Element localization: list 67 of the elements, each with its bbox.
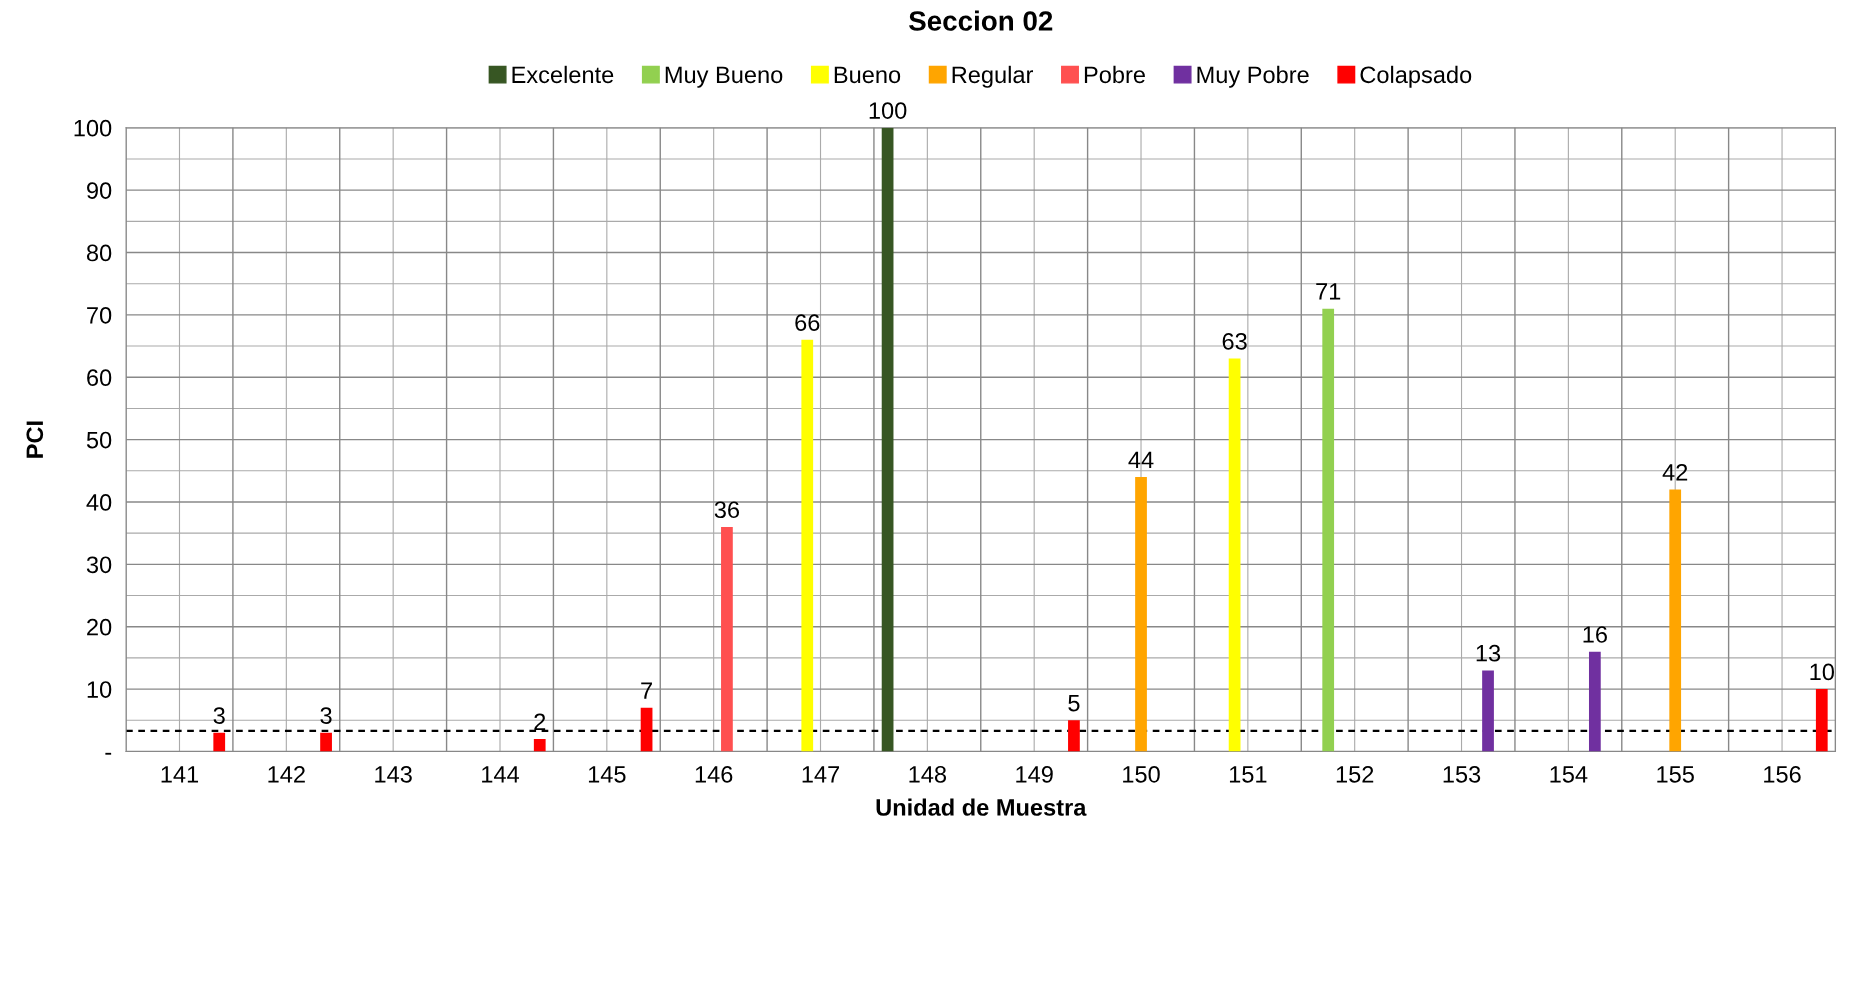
y-tick-label: 50 — [86, 431, 112, 449]
legend-label: Muy Pobre — [1197, 65, 1309, 88]
x-tick-label: 152 — [1336, 765, 1374, 783]
data-label: 42 — [1662, 463, 1688, 481]
bar — [1068, 720, 1080, 752]
x-tick-label: 154 — [1550, 766, 1588, 783]
legend-label: Colapsado — [1360, 65, 1472, 88]
x-tick-label: 156 — [1764, 765, 1801, 783]
data-label: 66 — [795, 314, 820, 331]
x-tick-label: 150 — [1123, 765, 1160, 783]
y-tick-label: 20 — [87, 618, 112, 636]
data-label: 3 — [213, 707, 225, 724]
x-tick-label: 146 — [695, 765, 733, 783]
x-tick-label: 145 — [588, 766, 626, 783]
data-label: 10 — [1810, 663, 1834, 681]
y-tick-label: 30 — [86, 556, 112, 574]
data-label: 100 — [869, 102, 907, 119]
bar — [1228, 358, 1241, 752]
data-label: 3 — [320, 707, 332, 724]
legend-label: Pobre — [1084, 65, 1145, 84]
x-tick-label: 144 — [482, 766, 520, 783]
data-label: 16 — [1583, 626, 1607, 643]
x-tick-label: 153 — [1443, 765, 1481, 783]
chart-title: Seccion 02 — [909, 10, 1053, 31]
x-tick-label: 141 — [161, 766, 199, 783]
x-tick-label: 149 — [1016, 765, 1053, 783]
bar — [881, 127, 894, 752]
bar — [801, 339, 814, 752]
y-tick-label: 60 — [87, 369, 112, 387]
x-tick-label: 155 — [1657, 766, 1694, 783]
y-tick-label: 90 — [87, 182, 112, 199]
data-label: 13 — [1476, 644, 1501, 662]
bar — [320, 732, 332, 752]
bar — [1588, 651, 1601, 752]
legend-label: Excelente — [512, 65, 614, 84]
y-axis-title: PCI — [26, 421, 44, 458]
x-tick-label: 147 — [802, 766, 840, 783]
y-tick-label: 100 — [74, 119, 112, 137]
data-label: 44 — [1128, 451, 1154, 468]
bar — [1482, 670, 1494, 752]
bar — [1322, 308, 1335, 752]
bar — [721, 526, 733, 752]
data-label: 63 — [1222, 332, 1247, 350]
x-tick-label: 143 — [375, 765, 412, 783]
data-label: 5 — [1068, 694, 1080, 712]
data-label: 36 — [714, 501, 740, 519]
bar — [1815, 689, 1828, 752]
bar — [1135, 477, 1147, 752]
data-label: 2 — [534, 713, 546, 730]
bar — [640, 707, 653, 752]
bar — [533, 739, 546, 752]
y-tick-label: 10 — [87, 681, 112, 698]
data-label: 7 — [641, 682, 652, 699]
y-tick-label: 80 — [86, 244, 112, 262]
bar — [213, 732, 226, 752]
bar — [1669, 489, 1682, 752]
x-tick-label: 148 — [909, 765, 947, 783]
y-tick-label: - — [105, 752, 112, 755]
legend-label: Bueno — [834, 66, 901, 84]
x-tick-label: 151 — [1229, 766, 1267, 783]
data-label: 71 — [1316, 283, 1341, 300]
legend-label: Regular — [952, 65, 1034, 88]
y-tick-label: 70 — [87, 306, 112, 324]
y-tick-label: 40 — [86, 494, 112, 511]
legend-label: Muy Bueno — [665, 66, 783, 88]
x-axis-title: Unidad de Muestra — [876, 798, 1087, 816]
x-tick-label: 142 — [268, 765, 305, 783]
